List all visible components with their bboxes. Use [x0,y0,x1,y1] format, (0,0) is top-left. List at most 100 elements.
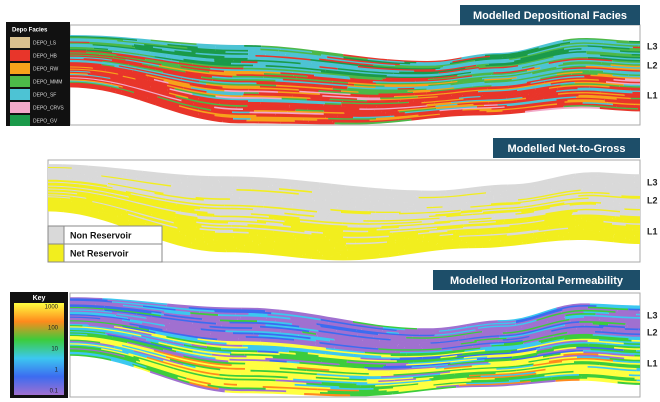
model-cell [282,78,355,86]
model-cell [307,352,361,360]
model-cell [314,74,351,80]
model-cell [167,89,249,103]
model-cell [287,376,313,381]
model-cell [479,103,557,112]
model-cell [325,199,384,205]
model-cell [128,196,195,211]
model-cell [302,331,317,336]
model-cell [522,90,601,99]
model-cell [382,78,429,81]
model-cell [70,64,146,77]
model-cell [275,113,338,117]
model-cell [490,232,545,240]
model-cell [295,237,356,244]
model-cell [500,363,550,372]
model-cell [490,73,557,85]
model-cell [200,353,266,360]
model-cell [128,344,208,366]
model-cell [48,181,126,193]
model-cell [345,186,385,192]
model-cell [280,72,315,77]
model-cell [317,211,370,217]
model-cell [394,211,461,217]
model-cell [422,340,499,350]
model-cell [210,109,232,114]
model-cell [634,234,640,237]
model-cell [112,311,193,325]
model-cell [106,194,181,212]
model-cell [383,203,414,206]
model-cell [504,99,568,109]
model-cell [380,96,438,101]
model-cell [189,381,219,390]
model-cell [195,238,261,245]
model-cell [636,369,640,372]
model-cell [357,334,374,338]
model-cell [70,83,122,93]
model-cell [172,182,222,188]
model-cell [146,356,220,376]
model-cell [326,57,396,67]
model-cell [329,98,367,102]
model-cell [421,98,464,104]
model-cell [190,312,219,317]
model-cell [491,199,560,209]
model-cell [460,341,477,345]
model-cell [534,204,599,213]
model-cell [614,346,635,351]
model-cell [459,217,492,222]
model-cell [370,212,399,215]
model-cell [634,377,640,380]
model-cell [257,200,293,206]
model-cell [471,237,537,245]
model-cell [195,52,256,57]
model-cell [170,189,192,194]
model-cell [400,94,463,102]
model-cell [215,46,281,51]
model-cell [477,105,507,108]
model-cell [87,73,151,88]
model-cell [319,58,374,67]
model-cell [207,384,266,391]
model-cell [154,192,204,202]
model-cell [286,390,320,394]
model-cell [317,335,399,346]
model-cell [140,89,176,102]
model-cell [479,56,554,69]
model-cell [70,79,123,88]
model-cell [180,241,237,250]
model-cell [362,339,381,343]
model-cell [482,242,527,248]
model-cell [264,202,293,208]
model-cell [70,344,129,355]
model-cell [430,85,492,93]
model-cell [551,43,633,50]
model-cell [292,95,358,101]
model-cell [430,339,459,345]
model-cell [157,96,211,112]
model-cell [229,321,300,328]
model-cell [517,40,563,53]
model-cell [175,99,254,113]
model-cell [368,209,410,212]
model-cell [48,186,116,197]
model-cell [459,229,539,238]
model-cell [404,198,471,204]
model-cell [594,331,640,336]
model-cell [556,89,633,94]
model-cell [353,353,382,358]
model-cell [558,234,614,238]
model-cell [608,312,637,316]
model-cell [192,78,257,85]
model-cell [563,353,599,357]
model-cell [294,240,346,247]
legend-row [63,243,163,263]
model-cell [634,175,640,178]
model-cell [167,43,198,49]
model-cell [136,360,186,378]
model-cell [532,232,614,239]
model-cell [272,184,291,188]
model-cell [345,242,396,247]
model-cell [457,110,526,117]
model-cell [495,62,549,73]
